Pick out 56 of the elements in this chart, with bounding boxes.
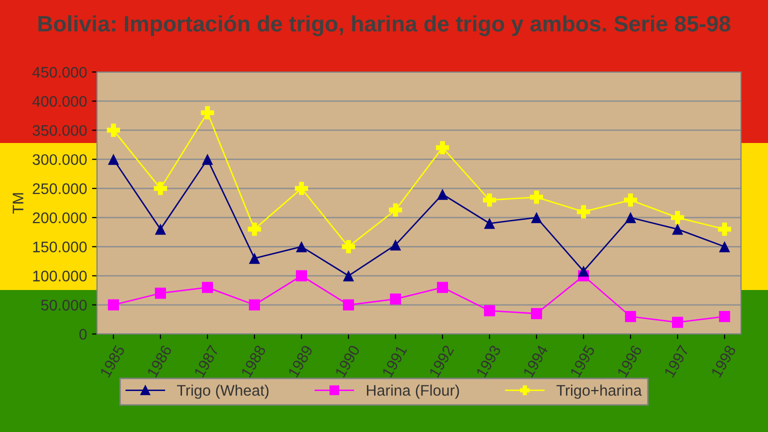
- point: [484, 305, 496, 316]
- point: [484, 218, 496, 229]
- point: [342, 240, 356, 254]
- point: [672, 224, 684, 235]
- point: [154, 224, 166, 235]
- point: [482, 193, 496, 207]
- point: [294, 182, 308, 196]
- point: [106, 124, 120, 137]
- y-tick-label: 200.000: [32, 212, 87, 224]
- point: [390, 294, 402, 305]
- point: [108, 154, 120, 165]
- point: [154, 182, 168, 196]
- point: [202, 154, 214, 165]
- point: [672, 316, 684, 328]
- point: [530, 190, 544, 204]
- point: [670, 210, 684, 224]
- point: [296, 241, 308, 252]
- point: [436, 141, 450, 154]
- y-tick-label: 250.000: [32, 183, 87, 194]
- legend-label: Harina (Flour): [366, 384, 459, 399]
- point: [624, 310, 636, 322]
- point: [296, 270, 308, 282]
- y-tick-label: 50.000: [41, 300, 87, 311]
- point: [530, 308, 542, 320]
- y-tick-label: 350.000: [32, 125, 87, 136]
- y-tick-label: 300.000: [32, 154, 87, 166]
- point: [576, 205, 590, 218]
- y-tick-label: 450.000: [32, 66, 87, 78]
- point: [718, 310, 730, 322]
- point: [248, 222, 262, 236]
- chart-title: Bolivia: Importación de trigo, harina de trigo y ambos. Serie 85-98: [38, 15, 730, 36]
- point: [390, 239, 402, 250]
- point: [248, 252, 260, 264]
- y-tick-label: 400.000: [32, 96, 87, 107]
- point: [202, 282, 214, 293]
- point: [718, 222, 732, 236]
- point: [718, 241, 730, 252]
- point: [200, 106, 214, 120]
- legend-label: Trigo (Wheat): [176, 384, 268, 399]
- point: [436, 188, 448, 200]
- point: [530, 212, 542, 224]
- y-tick-label: 100.000: [33, 270, 87, 282]
- point: [624, 212, 636, 224]
- legend-label: Trigo+harina: [556, 384, 642, 399]
- point: [624, 193, 638, 207]
- point: [108, 299, 120, 310]
- point: [154, 288, 166, 299]
- y-tick-label: 0: [79, 328, 87, 340]
- point: [436, 282, 448, 293]
- point: [578, 266, 590, 277]
- point: [342, 270, 354, 282]
- point: [388, 203, 402, 217]
- point: [342, 299, 354, 310]
- y-axis-title: TM: [12, 193, 24, 214]
- y-tick-label: 150.000: [33, 242, 87, 252]
- point: [248, 299, 260, 310]
